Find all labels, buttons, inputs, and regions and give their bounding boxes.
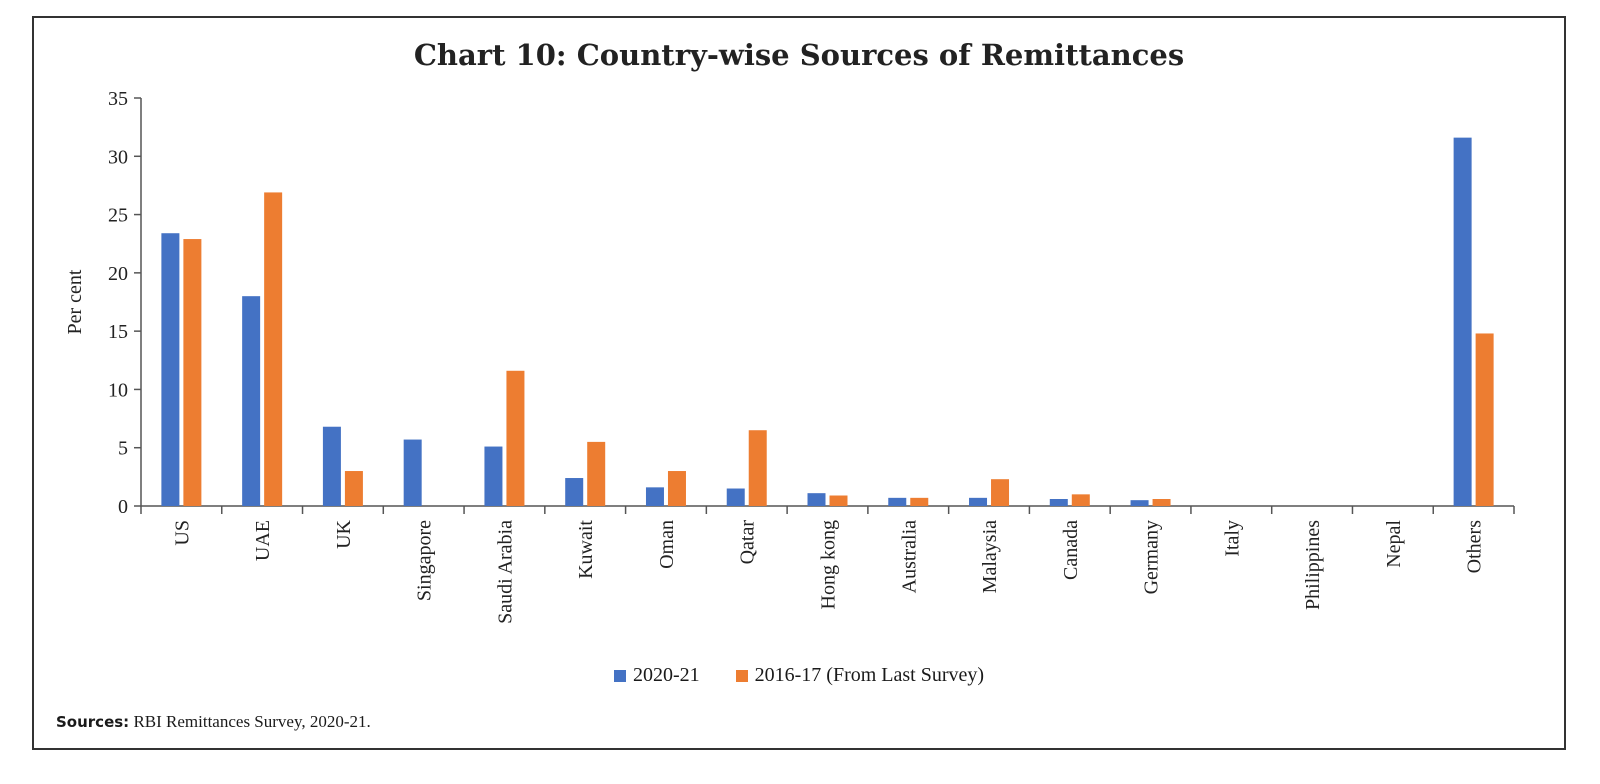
chart-legend: 2020-21 2016-17 (From Last Survey): [34, 664, 1564, 687]
bar-2016-17: [748, 430, 767, 506]
bar-2016-17: [587, 441, 606, 506]
x-category-label: Canada: [1060, 520, 1082, 580]
legend-item-2020-21: 2020-21: [613, 664, 700, 687]
legend-label-2020-21: 2020-21: [632, 664, 700, 686]
legend-item-2016-17: 2016-17 (From Last Survey): [735, 664, 985, 687]
bar-2020-21: [565, 478, 584, 506]
y-tick-label: 10: [108, 379, 128, 401]
sources-text: RBI Remittances Survey, 2020-21.: [133, 712, 371, 731]
bar-2016-17: [991, 479, 1010, 506]
x-category-label: Italy: [1221, 520, 1243, 557]
bar-2020-21: [888, 497, 907, 506]
chart-frame: Chart 10: Country-wise Sources of Remitt…: [32, 16, 1566, 750]
bar-2020-21: [645, 487, 664, 506]
y-tick-label: 35: [108, 88, 128, 110]
bar-2016-17: [344, 471, 363, 506]
x-category-label: Kuwait: [575, 520, 597, 579]
x-category-label: UK: [333, 519, 355, 548]
x-category-label: US: [171, 520, 193, 546]
x-category-label: Hong kong: [818, 520, 840, 609]
x-category-label: Singapore: [414, 520, 436, 601]
x-category-label: Nepal: [1383, 520, 1405, 568]
bar-2016-17: [829, 495, 848, 506]
y-tick-label: 15: [108, 321, 128, 343]
y-tick-label: 25: [108, 205, 128, 227]
bar-2020-21: [484, 446, 503, 506]
x-category-label: Australia: [898, 520, 920, 593]
x-category-label: Saudi Arabia: [494, 520, 516, 624]
bar-chart: 0 5 10 15 20 25 30 35 Per cent US UAE UK Singapore Sa…: [64, 88, 1515, 624]
bar-2020-21: [242, 296, 261, 506]
bar-2016-17: [506, 370, 525, 506]
bar-2020-21: [1049, 499, 1068, 506]
x-category-label: Qatar: [737, 520, 759, 565]
x-category-label: Philippines: [1302, 520, 1324, 610]
legend-label-2016-17: 2016-17 (From Last Survey): [754, 664, 985, 686]
legend-swatch-2016-17: [735, 669, 748, 682]
bar-2020-21: [807, 493, 826, 506]
bar-2020-21: [1130, 500, 1149, 506]
y-axis-title: Per cent: [64, 269, 86, 334]
bar-2016-17: [667, 471, 686, 506]
y-tick-label: 5: [118, 438, 128, 460]
bar-2020-21: [726, 488, 745, 506]
bar-2020-21: [322, 426, 341, 506]
x-category-label: Malaysia: [979, 520, 1001, 593]
bar-2020-21: [403, 439, 422, 506]
x-category-label: Others: [1464, 520, 1486, 574]
bar-2016-17: [1152, 499, 1171, 506]
y-tick-label: 0: [118, 496, 128, 518]
x-category-label: Oman: [656, 520, 678, 569]
bar-2016-17: [183, 239, 202, 506]
bar-2020-21: [969, 497, 988, 506]
bar-2020-21: [161, 233, 180, 507]
bar-2016-17: [1071, 494, 1090, 506]
chart-title: Chart 10: Country-wise Sources of Remitt…: [413, 38, 1185, 72]
y-tick-label: 30: [108, 146, 128, 168]
bar-2016-17: [1475, 333, 1494, 506]
sources-note: Sources: RBI Remittances Survey, 2020-21…: [56, 712, 371, 732]
bar-2016-17: [910, 497, 929, 506]
sources-label: Sources:: [56, 713, 130, 731]
y-tick-label: 20: [108, 263, 128, 285]
x-category-label: Germany: [1141, 520, 1163, 594]
bar-2020-21: [1453, 137, 1472, 506]
legend-swatch-2020-21: [613, 669, 626, 682]
x-category-label: UAE: [252, 520, 274, 561]
bar-2016-17: [264, 192, 283, 506]
